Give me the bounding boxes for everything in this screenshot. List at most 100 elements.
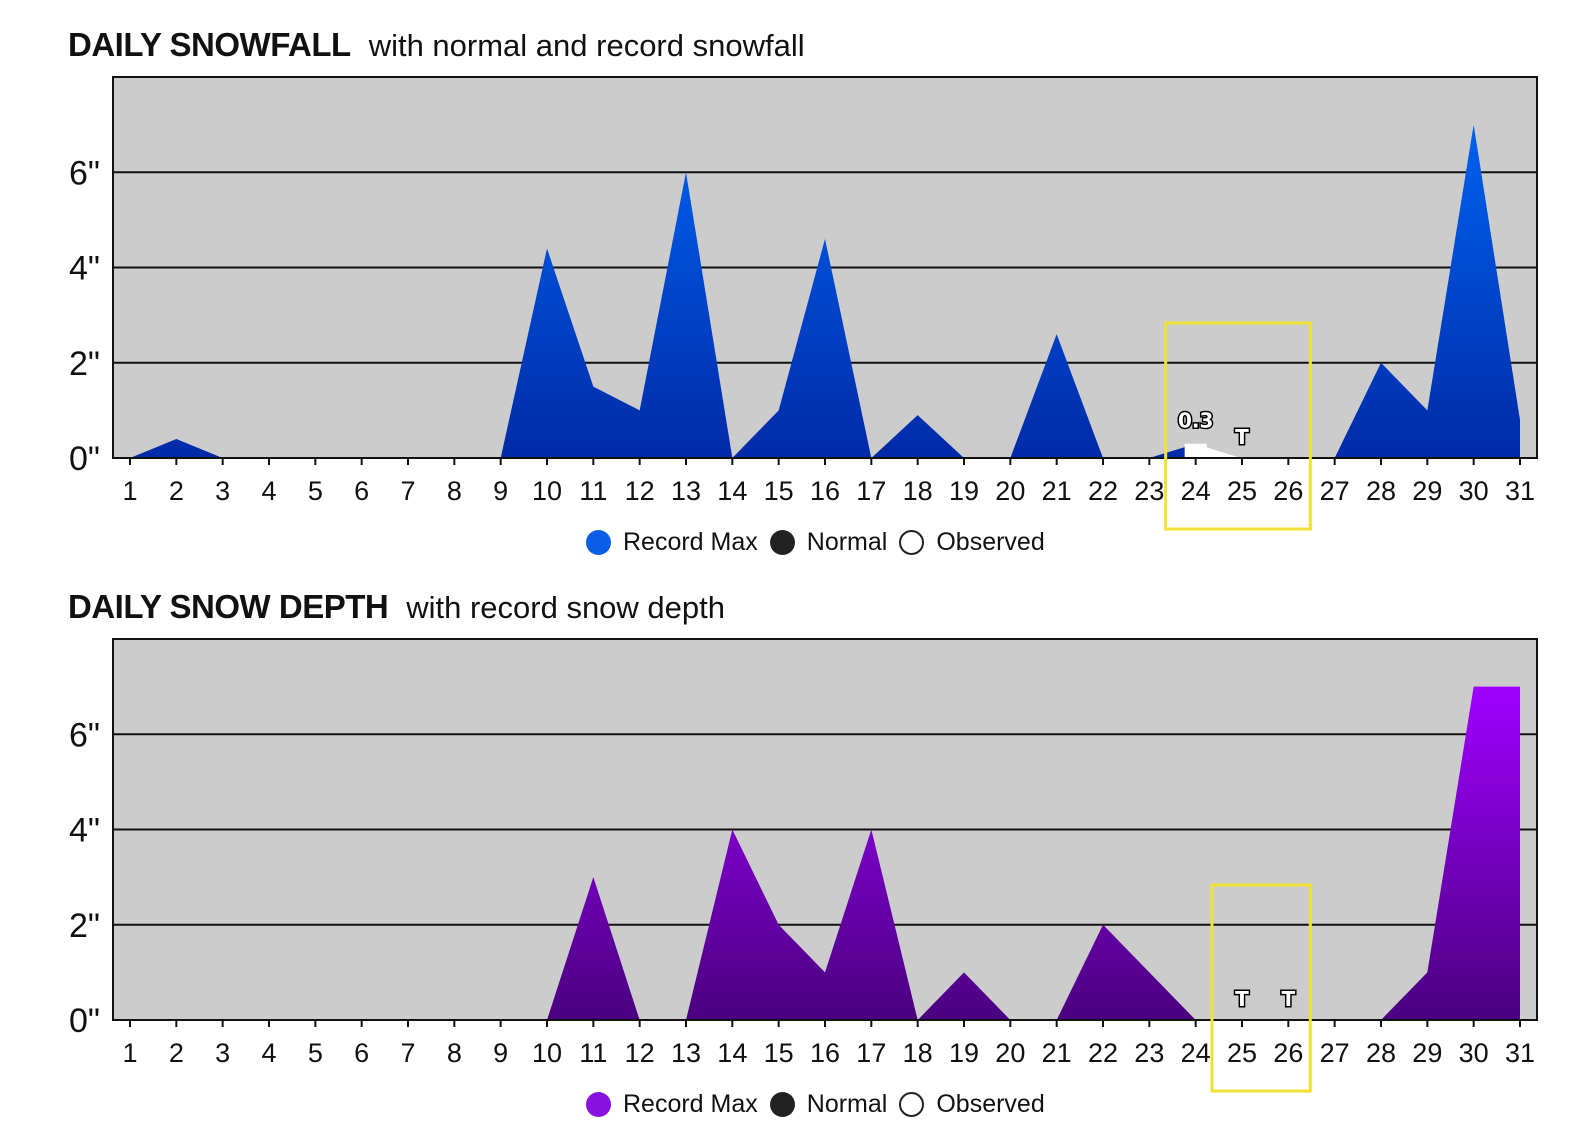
- x-tick-label: 13: [671, 1038, 701, 1068]
- x-tick-label: 16: [810, 476, 840, 506]
- x-tick-label: 4: [261, 1038, 276, 1068]
- x-tick-label: 18: [903, 476, 933, 506]
- legend-label-record-max: Record Max: [623, 1090, 758, 1118]
- legend-label-observed: Observed: [936, 528, 1045, 556]
- x-tick-label: 22: [1088, 1038, 1118, 1068]
- normal-swatch-icon: [769, 530, 795, 555]
- observed-swatch-icon: [899, 1092, 925, 1117]
- x-tick-label: 10: [532, 476, 562, 506]
- x-tick-label: 29: [1412, 1038, 1442, 1068]
- x-tick-label: 8: [447, 476, 462, 506]
- snowfall-title-subtitle: with normal and record snowfall: [368, 28, 805, 63]
- legend-label-record-max: Record Max: [623, 528, 758, 556]
- x-tick-label: 15: [764, 476, 794, 506]
- snowfall-title: DAILY SNOWFALL with normal and record sno…: [68, 26, 805, 64]
- x-tick-label: 26: [1273, 476, 1303, 506]
- x-tick-label: 14: [717, 476, 747, 506]
- depth-title-subtitle: with record snow depth: [406, 590, 725, 625]
- legend-item-observed: Observed: [899, 528, 1045, 557]
- x-tick-label: 3: [215, 476, 230, 506]
- observed-area: [1195, 443, 1289, 458]
- x-tick-label: 22: [1088, 476, 1118, 506]
- depth-title-main: DAILY SNOW DEPTH: [68, 588, 389, 625]
- x-tick-label: 21: [1042, 476, 1072, 506]
- depth-plot: 0"2"4"6"1 2 3 4 5 6 7 8 9 10 11 12 13 14 15 16 17 18 19 20 2…: [69, 638, 1538, 1093]
- x-tick-label: 30: [1459, 476, 1489, 506]
- observed-annotation: T: [1235, 987, 1249, 1011]
- x-tick-label: 19: [949, 476, 979, 506]
- x-tick-label: 11: [579, 476, 607, 506]
- x-tick-label: 31: [1505, 476, 1535, 506]
- x-tick-label: 8: [447, 1038, 462, 1068]
- snowfall-legend: Record Max Normal Observed: [586, 528, 1057, 557]
- x-tick-label: 9: [493, 476, 508, 506]
- x-tick-label: 12: [625, 476, 655, 506]
- y-tick-label: 4": [69, 250, 100, 288]
- y-tick-label: 2": [69, 907, 100, 945]
- x-tick-label: 15: [764, 1038, 794, 1068]
- x-tick-label: 6: [354, 1038, 369, 1068]
- x-tick-label: 1: [122, 1038, 137, 1068]
- highlight-box: [1164, 321, 1312, 531]
- record-max-swatch-icon: [586, 530, 611, 555]
- x-tick-label: 26: [1273, 1038, 1303, 1068]
- y-tick-label: 6": [69, 716, 100, 754]
- snowfall-plot: 0"2"4"6"1 2 3 4 5 6 7 8 9 10 11 12 13 14 15 16 17 18 19 20 2…: [69, 76, 1538, 531]
- x-tick-label: 5: [308, 476, 323, 506]
- observed-annotation: T: [1235, 425, 1249, 449]
- x-tick-label: 31: [1505, 1038, 1535, 1068]
- x-tick-label: 29: [1412, 476, 1442, 506]
- x-tick-label: 12: [625, 1038, 655, 1068]
- legend-item-record-max: Record Max: [586, 1090, 758, 1119]
- x-tick-label: 24: [1181, 476, 1211, 506]
- x-tick-label: 27: [1320, 1038, 1350, 1068]
- x-tick-label: 19: [949, 1038, 979, 1068]
- x-tick-label: 2: [169, 1038, 184, 1068]
- x-tick-label: 17: [856, 1038, 886, 1068]
- x-tick-label: 13: [671, 476, 701, 506]
- x-tick-label: 3: [215, 1038, 230, 1068]
- y-tick-label: 2": [69, 345, 100, 383]
- x-tick-label: 5: [308, 1038, 323, 1068]
- x-tick-label: 25: [1227, 1038, 1257, 1068]
- legend-item-normal: Normal: [769, 1090, 888, 1119]
- y-tick-label: 6": [69, 154, 100, 192]
- record-max-swatch-icon: [586, 1092, 611, 1117]
- x-tick-label: 21: [1042, 1038, 1072, 1068]
- y-tick-label: 4": [69, 812, 100, 850]
- x-tick-label: 2: [169, 476, 184, 506]
- legend-label-observed: Observed: [936, 1090, 1045, 1118]
- observed-bar: [1184, 443, 1207, 458]
- snowfall-chart: DAILY SNOWFALL with normal and record sno…: [0, 0, 1572, 565]
- legend-item-record-max: Record Max: [586, 528, 758, 557]
- x-tick-label: 27: [1320, 476, 1350, 506]
- x-tick-label: 7: [400, 476, 415, 506]
- x-tick-label: 28: [1366, 476, 1396, 506]
- x-tick-label: 10: [532, 1038, 562, 1068]
- snow-depth-chart: DAILY SNOW DEPTH with record snow depth 0…: [0, 562, 1572, 1127]
- x-tick-label: 23: [1134, 1038, 1164, 1068]
- x-tick-label: 28: [1366, 1038, 1396, 1068]
- x-tick-label: 24: [1181, 1038, 1211, 1068]
- y-tick-label: 0": [69, 1002, 100, 1040]
- legend-item-normal: Normal: [769, 528, 887, 557]
- x-tick-label: 14: [717, 1038, 747, 1068]
- x-tick-label: 4: [261, 476, 276, 506]
- x-tick-label: 25: [1227, 476, 1257, 506]
- x-tick-label: 9: [493, 1038, 508, 1068]
- highlight-box: [1210, 883, 1312, 1093]
- x-tick-label: 16: [810, 1038, 840, 1068]
- x-tick-label: 11: [579, 1038, 607, 1068]
- x-tick-label: 23: [1134, 476, 1164, 506]
- x-tick-label: 30: [1459, 1038, 1489, 1068]
- x-tick-label: 17: [856, 476, 886, 506]
- legend-label-normal: Normal: [806, 1090, 888, 1118]
- observed-annotation: 0.3: [1178, 409, 1213, 433]
- x-tick-label: 6: [354, 476, 369, 506]
- x-tick-label: 20: [995, 476, 1025, 506]
- legend-item-observed: Observed: [899, 1090, 1045, 1119]
- record-max-area: [130, 124, 1520, 458]
- x-tick-label: 1: [122, 476, 137, 506]
- x-tick-label: 18: [903, 1038, 933, 1068]
- snowfall-title-main: DAILY SNOWFALL: [68, 26, 351, 63]
